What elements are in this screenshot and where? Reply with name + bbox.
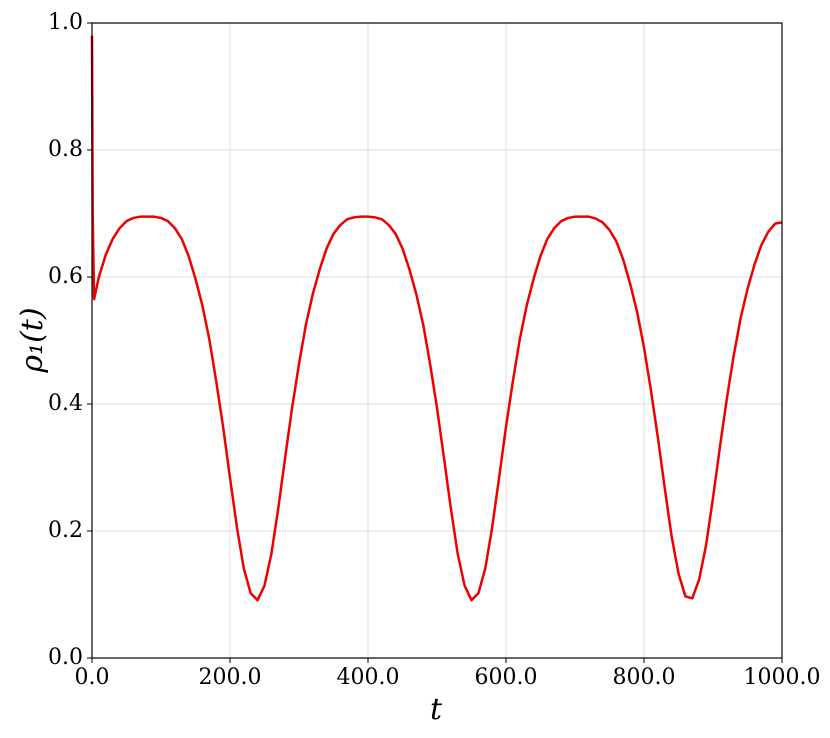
y-axis-label: ρ₁(t) [15,307,50,373]
x-tick-label: 600.0 [475,665,538,690]
plot-frame [91,22,783,659]
y-tick-label: 1.0 [48,10,83,35]
x-tick-label: 800.0 [613,665,676,690]
x-tick-label: 0.0 [75,665,110,690]
y-tick-label: 0.6 [48,264,83,289]
y-tick-label: 0.4 [48,391,83,416]
data-line [90,35,783,602]
x-axis-label: t [430,692,443,727]
y-tick-label: 0.0 [48,645,83,670]
x-tick-label: 1000.0 [744,665,821,690]
y-tick-label: 0.8 [48,137,83,162]
y-tick-label: 0.2 [48,518,83,543]
x-tick-label: 400.0 [337,665,400,690]
x-tick-label: 200.0 [199,665,262,690]
